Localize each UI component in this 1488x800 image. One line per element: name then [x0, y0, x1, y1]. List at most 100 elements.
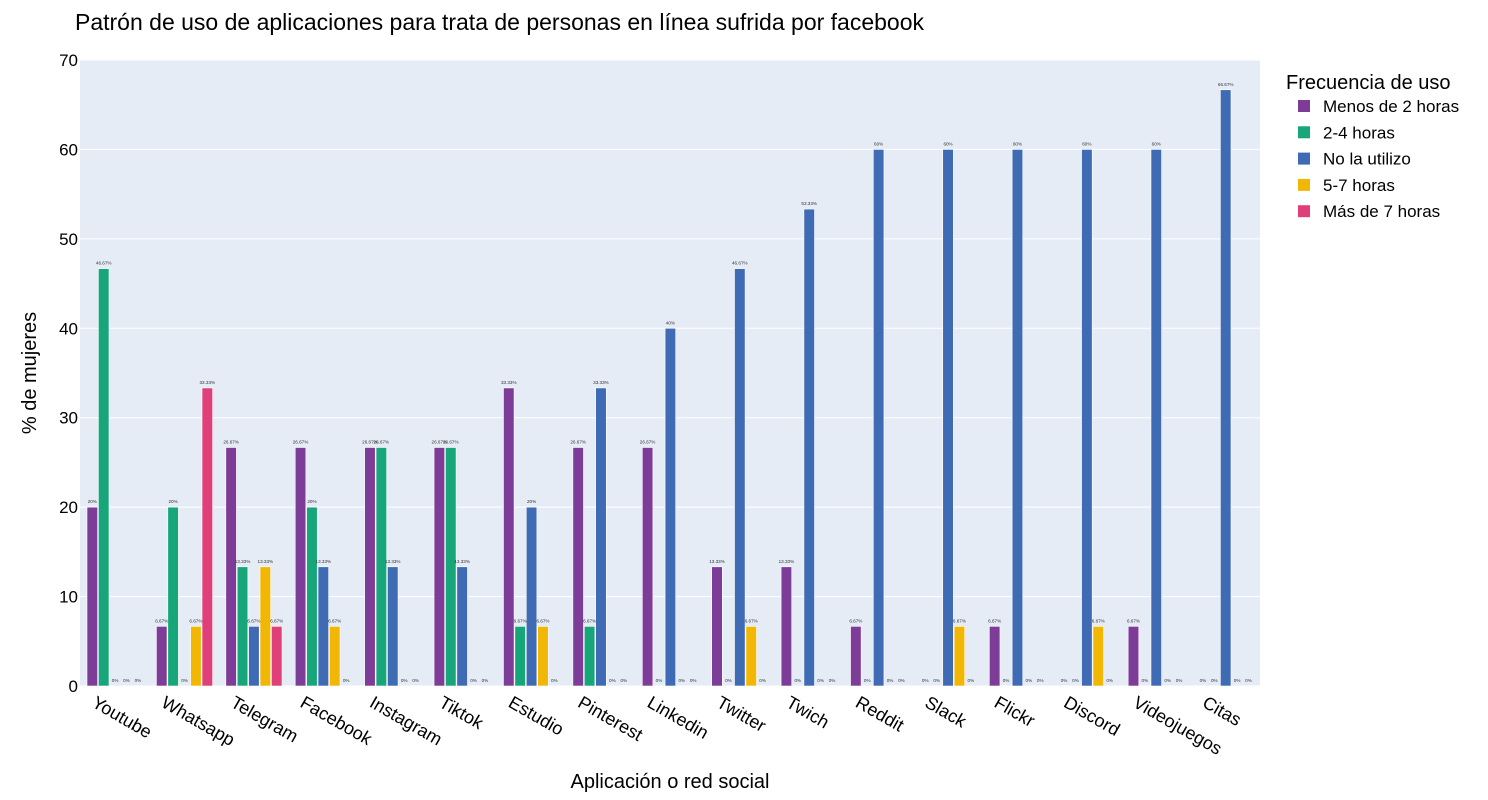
bars	[86, 89, 1232, 687]
bar[interactable]	[329, 626, 341, 687]
bar[interactable]	[873, 149, 885, 687]
bar[interactable]	[236, 566, 249, 687]
bar[interactable]	[375, 447, 387, 687]
bar[interactable]	[780, 566, 793, 687]
bar-value-label: 0%	[609, 678, 616, 683]
bar-value-label: 20%	[169, 499, 178, 504]
bar-value-label: 26.67%	[362, 439, 378, 444]
x-tick-label: Estudio	[505, 692, 567, 739]
bar[interactable]	[387, 566, 399, 687]
bar[interactable]	[525, 506, 538, 687]
legend[interactable]: Frecuencia de uso Menos de 2 horas 2-4 ho…	[1286, 72, 1459, 221]
legend-swatch[interactable]	[1298, 178, 1310, 191]
legend-label[interactable]: No la utilizo	[1323, 150, 1411, 169]
bar[interactable]	[745, 626, 757, 687]
legend-swatch[interactable]	[1298, 205, 1310, 218]
legend-label[interactable]: 2-4 horas	[1323, 123, 1395, 142]
bar[interactable]	[503, 387, 515, 687]
bar[interactable]	[514, 626, 526, 687]
bar[interactable]	[1220, 89, 1232, 687]
bar-value-label: 0%	[678, 678, 685, 683]
bar[interactable]	[572, 447, 584, 687]
bar[interactable]	[364, 447, 376, 687]
x-tick-label: Whatsapp	[158, 692, 238, 750]
bar[interactable]	[86, 506, 98, 687]
y-tick-label: 40	[59, 319, 78, 338]
chart-title: Patrón de uso de aplicaciones para trata…	[75, 9, 925, 35]
bar[interactable]	[583, 626, 596, 687]
bar-value-label: 20%	[307, 499, 316, 504]
bar[interactable]	[803, 208, 815, 687]
legend-label[interactable]: 5-7 horas	[1323, 176, 1395, 195]
bar-value-label: 0%	[1037, 678, 1044, 683]
bar[interactable]	[734, 268, 746, 687]
bar-value-label: 20%	[527, 499, 536, 504]
bar[interactable]	[850, 626, 862, 687]
bar-value-label: 33.33%	[200, 380, 216, 385]
bar[interactable]	[190, 626, 202, 687]
bar-value-label: 13.33%	[316, 559, 332, 564]
bar-value-label: 6.67%	[1092, 618, 1105, 623]
bar[interactable]	[271, 626, 283, 687]
bar[interactable]	[156, 626, 168, 687]
bar-value-label: 0%	[1026, 678, 1033, 683]
bar-value-label: 0%	[864, 678, 871, 683]
bar[interactable]	[711, 566, 723, 687]
bar-value-label: 6.67%	[745, 618, 758, 623]
bar[interactable]	[456, 566, 468, 687]
bar-value-label: 26.67%	[374, 439, 390, 444]
bar-value-label: 0%	[482, 678, 489, 683]
bar-value-label: 20%	[88, 499, 97, 504]
bar-value-label: 60%	[874, 141, 883, 146]
bar[interactable]	[942, 149, 954, 687]
bar[interactable]	[433, 447, 445, 687]
bar-value-label: 0%	[759, 678, 766, 683]
bar[interactable]	[201, 387, 213, 687]
bar-value-label: 46.67%	[96, 261, 112, 266]
bar-value-label: 0%	[1061, 678, 1068, 683]
bar[interactable]	[537, 626, 549, 687]
x-tick-label: Twich	[783, 692, 833, 732]
bar[interactable]	[1127, 626, 1140, 687]
y-tick-label: 50	[59, 230, 78, 249]
bar[interactable]	[167, 506, 179, 687]
bar-value-label: 26.67%	[432, 439, 448, 444]
bar[interactable]	[306, 506, 318, 687]
bar-value-label: 0%	[1200, 678, 1207, 683]
legend-swatch[interactable]	[1298, 100, 1310, 112]
bar[interactable]	[1092, 626, 1104, 687]
bar-value-label: 26.67%	[223, 439, 239, 444]
bar[interactable]	[989, 626, 1001, 687]
bar[interactable]	[641, 447, 654, 687]
legend-label[interactable]: Más de 7 horas	[1323, 202, 1440, 221]
bar-value-label: 0%	[1164, 678, 1171, 683]
legend-swatch[interactable]	[1298, 126, 1310, 139]
bar[interactable]	[953, 626, 966, 687]
bar-value-label: 6.67%	[514, 618, 527, 623]
bar[interactable]	[294, 447, 307, 687]
bar-value-label: 0%	[1003, 678, 1010, 683]
bar[interactable]	[595, 387, 607, 687]
bar[interactable]	[98, 268, 110, 687]
bar-value-label: 0%	[412, 678, 419, 683]
bar[interactable]	[248, 626, 260, 687]
y-axis-ticks: 0 10 20 30 40 50 60 70	[59, 51, 78, 696]
legend-label[interactable]: Menos de 2 horas	[1323, 97, 1459, 116]
bar[interactable]	[664, 327, 676, 687]
bar[interactable]	[317, 566, 329, 687]
bar[interactable]	[225, 447, 237, 687]
bar[interactable]	[259, 566, 271, 687]
bar-value-label: 0%	[794, 678, 801, 683]
x-tick-label: Youtube	[89, 692, 156, 742]
bar-value-label: 0%	[123, 678, 130, 683]
bar-value-label: 0%	[829, 678, 836, 683]
bar[interactable]	[445, 447, 457, 687]
legend-swatch[interactable]	[1298, 152, 1310, 165]
bar[interactable]	[1081, 149, 1093, 687]
bar-value-label: 0%	[922, 678, 929, 683]
bar-value-label: 26.67%	[443, 439, 459, 444]
bar-value-label: 13.33%	[454, 559, 470, 564]
bar-value-label: 0%	[470, 678, 477, 683]
bar[interactable]	[1150, 149, 1162, 687]
bar[interactable]	[1011, 149, 1024, 687]
